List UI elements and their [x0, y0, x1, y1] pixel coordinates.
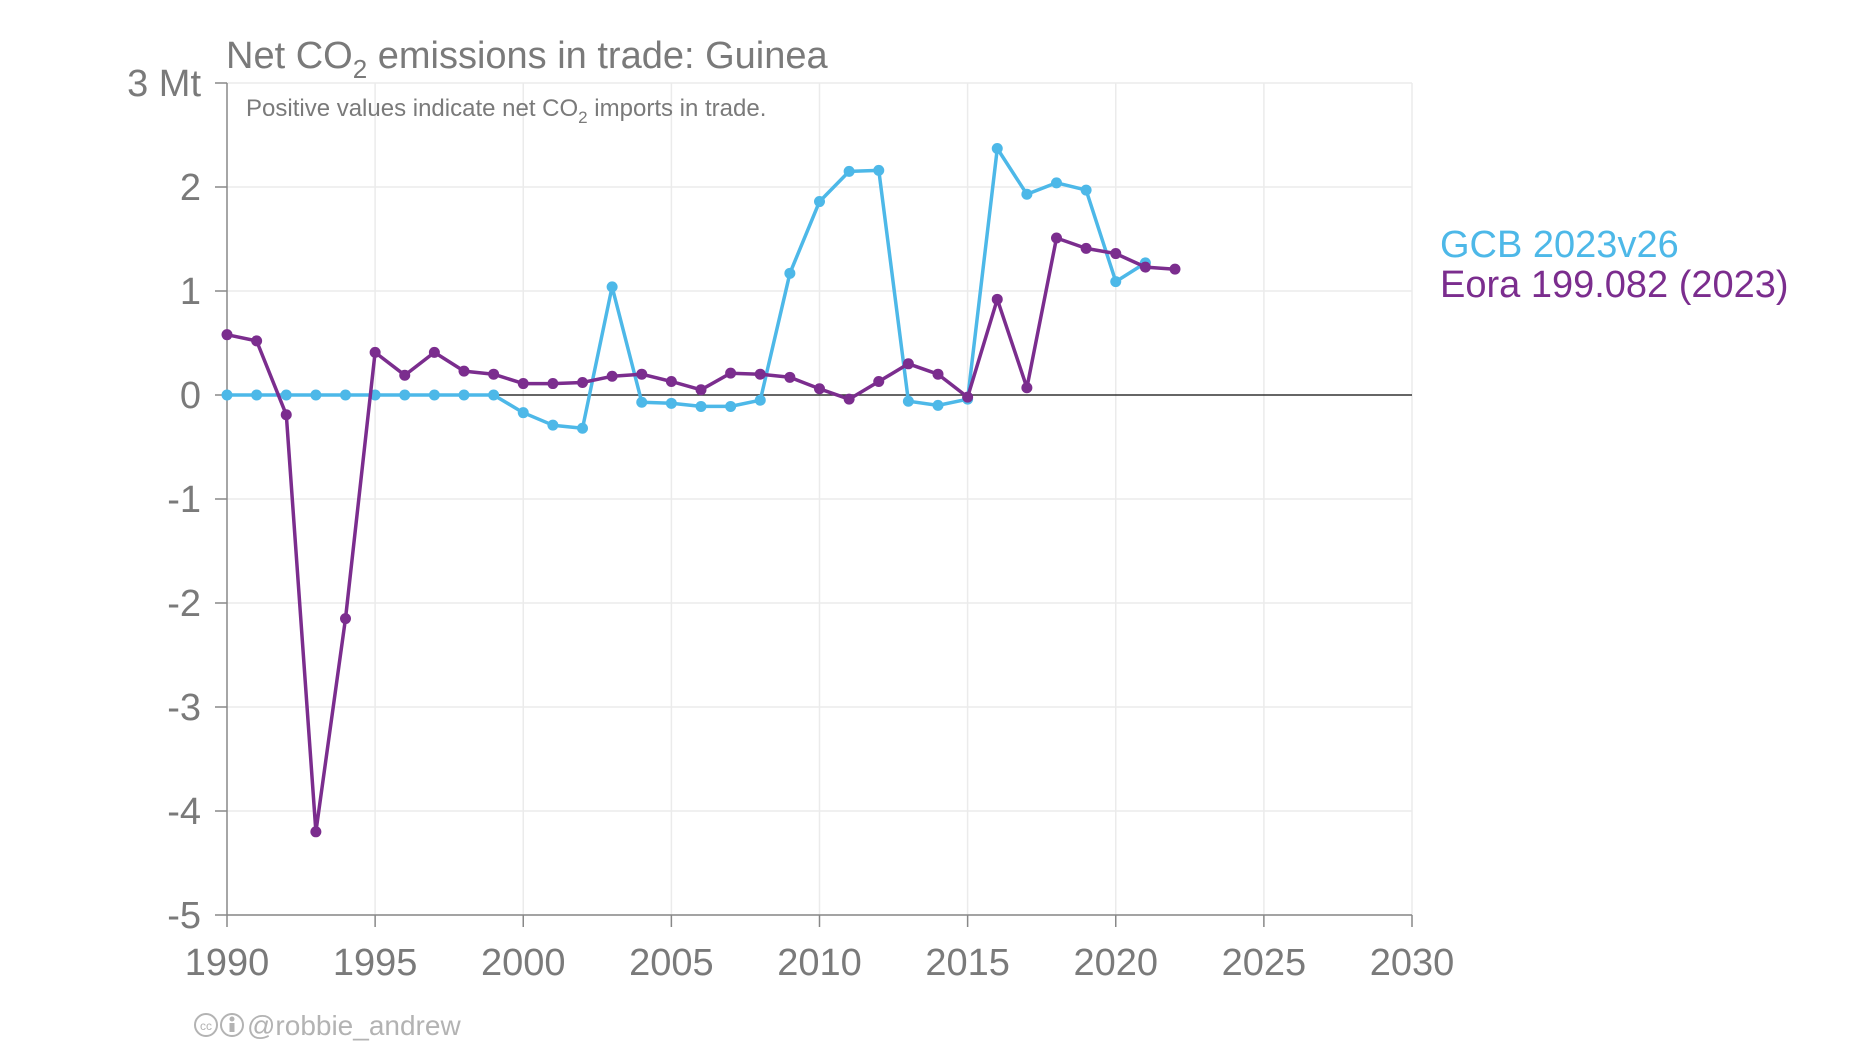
- data-point: [1021, 188, 1033, 200]
- data-point: [695, 400, 707, 412]
- y-tick-label: 3 Mt: [127, 63, 201, 105]
- data-point: [962, 391, 974, 403]
- data-point: [517, 378, 529, 390]
- data-point: [843, 165, 855, 177]
- data-point: [843, 393, 855, 405]
- data-point: [517, 407, 529, 419]
- data-point: [665, 375, 677, 387]
- data-point: [310, 826, 322, 838]
- data-point: [873, 375, 885, 387]
- data-point: [902, 358, 914, 370]
- data-point: [1051, 232, 1062, 244]
- data-point: [606, 370, 618, 382]
- x-tick-label: 2005: [629, 942, 714, 984]
- y-tick-label: 1: [180, 271, 201, 313]
- attribution-icon: [220, 1013, 244, 1037]
- data-point: [577, 422, 588, 434]
- data-point: [1110, 276, 1122, 288]
- data-point: [310, 389, 322, 401]
- x-tick-label: 1990: [185, 942, 270, 984]
- y-tick-label: 2: [180, 167, 201, 209]
- data-point: [399, 389, 411, 401]
- data-point: [488, 389, 500, 401]
- data-point: [873, 164, 885, 176]
- data-point: [991, 143, 1003, 155]
- data-point: [340, 613, 351, 625]
- legend: GCB 2023v26 Eora 199.082 (2023): [1440, 224, 1789, 306]
- data-point: [932, 368, 944, 380]
- x-tick-label: 2030: [1370, 942, 1455, 984]
- x-tick-label: 2025: [1222, 942, 1307, 984]
- cc-icon-glyph: cc: [200, 1019, 212, 1033]
- data-point: [1021, 382, 1033, 394]
- attribution-icon-head: [229, 1016, 235, 1022]
- data-point: [547, 419, 559, 431]
- y-tick-label: -1: [167, 479, 201, 521]
- legend-entry-gcb: GCB 2023v26: [1440, 224, 1679, 266]
- data-point: [606, 281, 618, 293]
- data-point: [1051, 177, 1062, 189]
- data-point: [221, 389, 233, 401]
- data-point: [725, 400, 737, 412]
- attribution-icon-body: [229, 1023, 235, 1032]
- axes: 3 Mt 2 1 0 -1 -2 -3 -4 -5 1990 1995 2000 2005 2010 201…: [127, 63, 1454, 984]
- cc-icon: [194, 1013, 218, 1037]
- y-tick-label: -3: [167, 687, 201, 729]
- data-point: [932, 399, 944, 411]
- x-tick-label: 2000: [481, 942, 566, 984]
- data-point: [1139, 261, 1151, 273]
- chart-subtitle: Positive values indicate net CO2 imports…: [246, 95, 766, 127]
- data-point: [369, 346, 381, 358]
- data-point: [814, 383, 825, 395]
- data-point: [754, 394, 766, 406]
- data-point: [1110, 248, 1122, 260]
- credit-handle: @robbie_andrew: [247, 1010, 461, 1041]
- data-point: [1169, 263, 1181, 275]
- data-point: [280, 409, 292, 421]
- data-point: [665, 397, 677, 409]
- data-point: [636, 396, 648, 408]
- data-point: [636, 368, 648, 380]
- y-tick-label: 0: [180, 375, 201, 417]
- data-point: [458, 389, 470, 401]
- y-tick-label: -4: [167, 791, 201, 833]
- data-point: [399, 369, 411, 381]
- data-point: [1080, 184, 1092, 196]
- data-point: [725, 367, 737, 379]
- x-tick-label: 2015: [925, 942, 1010, 984]
- gridlines: [227, 82, 1413, 916]
- x-tick-label: 2010: [777, 942, 862, 984]
- data-point: [428, 346, 440, 358]
- data-point: [784, 371, 796, 383]
- data-point: [251, 389, 263, 401]
- x-tick-label: 2020: [1073, 942, 1158, 984]
- credit: cc @robbie_andrew: [194, 1010, 461, 1041]
- x-tick-label: 1995: [333, 942, 418, 984]
- series-line: [226, 236, 1176, 834]
- data-point: [251, 335, 263, 347]
- data-point: [695, 384, 707, 396]
- data-point: [280, 389, 292, 401]
- data-point: [547, 378, 559, 390]
- data-point: [784, 267, 796, 279]
- data-point: [428, 389, 440, 401]
- data-point: [221, 329, 233, 341]
- data-point: [577, 377, 588, 389]
- data-point: [991, 293, 1003, 305]
- data-point: [458, 365, 470, 377]
- chart-title: Net CO2 emissions in trade: Guinea: [226, 35, 828, 84]
- data-point: [488, 368, 500, 380]
- data-point: [814, 196, 825, 208]
- y-tick-label: -5: [167, 895, 201, 937]
- data-point: [754, 368, 766, 380]
- data-point: [902, 395, 914, 407]
- series-layer: [221, 143, 1181, 838]
- y-tick-label: -2: [167, 583, 201, 625]
- data-point: [340, 389, 351, 401]
- series-1: [221, 232, 1181, 838]
- legend-entry-eora: Eora 199.082 (2023): [1440, 264, 1789, 306]
- data-point: [1080, 242, 1092, 254]
